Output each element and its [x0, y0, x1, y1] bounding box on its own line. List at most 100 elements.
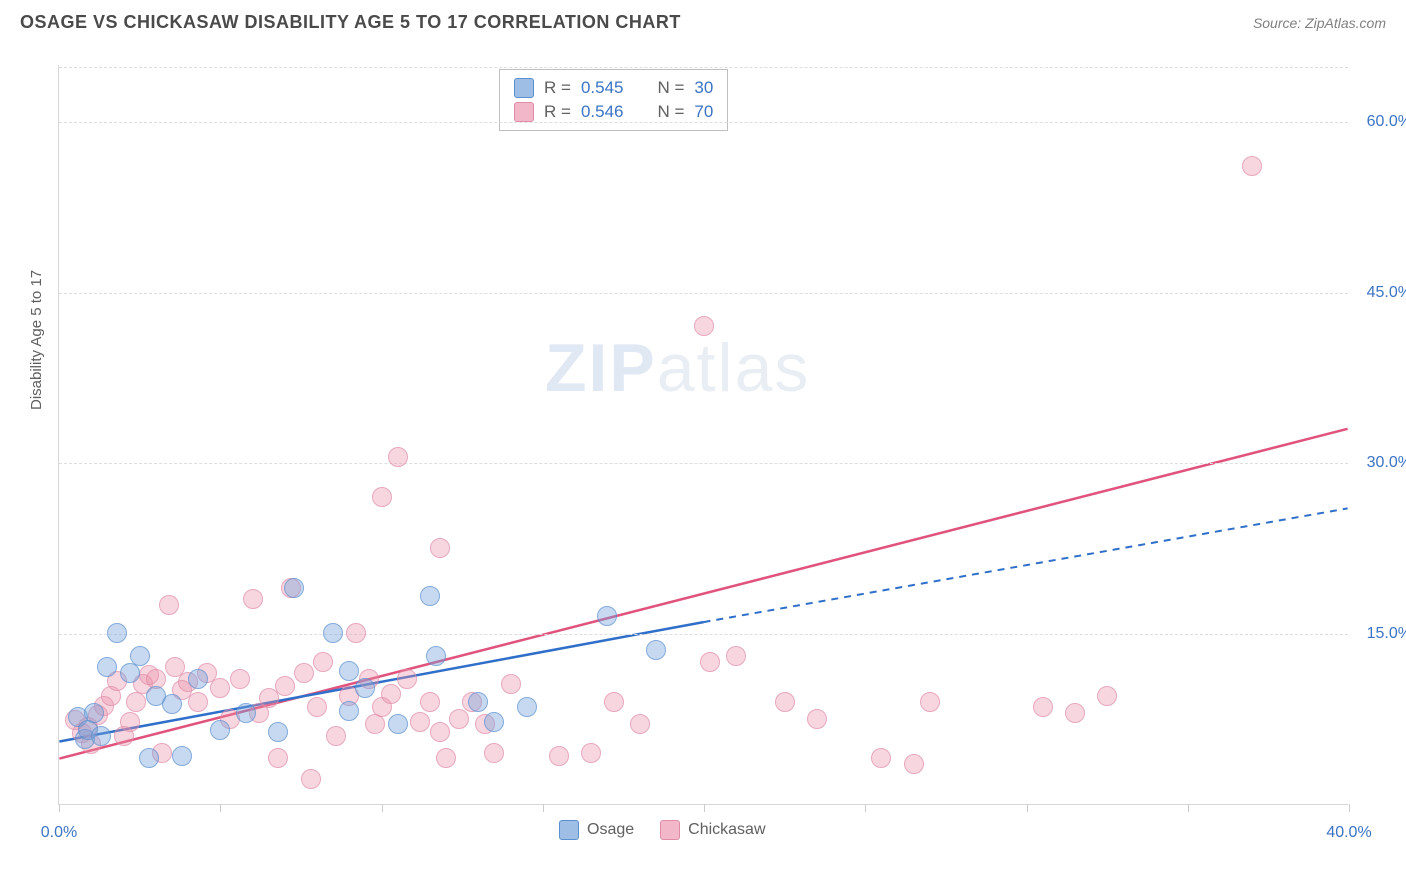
- data-point-chickasaw: [775, 692, 795, 712]
- x-tick: [382, 804, 383, 812]
- y-tick-label: 60.0%: [1367, 113, 1406, 131]
- data-point-chickasaw: [268, 748, 288, 768]
- data-point-chickasaw: [904, 754, 924, 774]
- data-point-chickasaw: [807, 709, 827, 729]
- legend-swatch: [660, 820, 680, 840]
- y-axis-label: Disability Age 5 to 17: [28, 270, 45, 410]
- data-point-chickasaw: [420, 692, 440, 712]
- legend-n-value: 30: [694, 78, 713, 98]
- plot-area: ZIPatlas R =0.545N =30R =0.546N =70 Osag…: [58, 65, 1348, 805]
- legend-n-label: N =: [657, 102, 684, 122]
- gridline: [59, 122, 1348, 123]
- legend-n-label: N =: [657, 78, 684, 98]
- source-label: Source: ZipAtlas.com: [1253, 15, 1386, 31]
- legend-item: Osage: [559, 820, 634, 840]
- x-tick: [220, 804, 221, 812]
- legend-series-label: Osage: [587, 821, 634, 839]
- data-point-chickasaw: [243, 589, 263, 609]
- x-tick-label: 0.0%: [41, 824, 77, 842]
- y-tick-label: 45.0%: [1367, 284, 1406, 302]
- legend-r-label: R =: [544, 78, 571, 98]
- data-point-osage: [236, 703, 256, 723]
- data-point-osage: [323, 623, 343, 643]
- data-point-osage: [210, 720, 230, 740]
- data-point-chickasaw: [449, 709, 469, 729]
- data-point-chickasaw: [381, 684, 401, 704]
- y-tick-label: 15.0%: [1367, 625, 1406, 643]
- x-tick: [1027, 804, 1028, 812]
- data-point-chickasaw: [410, 712, 430, 732]
- chart-title: OSAGE VS CHICKASAW DISABILITY AGE 5 TO 1…: [20, 12, 681, 33]
- data-point-chickasaw: [397, 669, 417, 689]
- data-point-chickasaw: [1065, 703, 1085, 723]
- data-point-osage: [284, 578, 304, 598]
- x-tick-label: 40.0%: [1326, 824, 1371, 842]
- data-point-osage: [172, 746, 192, 766]
- data-point-osage: [484, 712, 504, 732]
- data-point-chickasaw: [1097, 686, 1117, 706]
- data-point-chickasaw: [388, 447, 408, 467]
- legend-n-value: 70: [694, 102, 713, 122]
- data-point-chickasaw: [126, 692, 146, 712]
- data-point-chickasaw: [188, 692, 208, 712]
- legend-swatch: [559, 820, 579, 840]
- legend-swatch: [514, 78, 534, 98]
- data-point-osage: [420, 586, 440, 606]
- trend-line: [704, 508, 1348, 622]
- data-point-osage: [188, 669, 208, 689]
- legend-row: R = 0.545 N = 30: [514, 76, 713, 100]
- data-point-osage: [355, 678, 375, 698]
- data-point-chickasaw: [120, 712, 140, 732]
- data-point-chickasaw: [365, 714, 385, 734]
- x-tick: [1188, 804, 1189, 812]
- data-point-chickasaw: [230, 669, 250, 689]
- gridline: [59, 293, 1348, 294]
- data-point-osage: [91, 726, 111, 746]
- data-point-chickasaw: [630, 714, 650, 734]
- gridline: [59, 634, 1348, 635]
- legend-series: Osage Chickasaw: [559, 820, 766, 840]
- data-point-chickasaw: [501, 674, 521, 694]
- data-point-chickasaw: [871, 748, 891, 768]
- data-point-osage: [426, 646, 446, 666]
- data-point-osage: [84, 703, 104, 723]
- data-point-chickasaw: [294, 663, 314, 683]
- data-point-osage: [107, 623, 127, 643]
- data-point-chickasaw: [159, 595, 179, 615]
- data-point-chickasaw: [1033, 697, 1053, 717]
- data-point-osage: [130, 646, 150, 666]
- data-point-osage: [646, 640, 666, 660]
- legend-r-value: 0.546: [581, 102, 624, 122]
- legend-row: R =0.546N =70: [514, 100, 713, 124]
- x-tick: [704, 804, 705, 812]
- legend-swatch: [514, 102, 534, 122]
- data-point-chickasaw: [484, 743, 504, 763]
- gridline: [59, 67, 1348, 68]
- data-point-chickasaw: [372, 487, 392, 507]
- data-point-osage: [597, 606, 617, 626]
- data-point-osage: [268, 722, 288, 742]
- data-point-osage: [97, 657, 117, 677]
- data-point-chickasaw: [549, 746, 569, 766]
- data-point-osage: [468, 692, 488, 712]
- data-point-chickasaw: [313, 652, 333, 672]
- data-point-chickasaw: [581, 743, 601, 763]
- data-point-chickasaw: [430, 538, 450, 558]
- data-point-chickasaw: [307, 697, 327, 717]
- data-point-osage: [120, 663, 140, 683]
- data-point-chickasaw: [210, 678, 230, 698]
- x-tick: [543, 804, 544, 812]
- data-point-chickasaw: [726, 646, 746, 666]
- y-tick-label: 30.0%: [1367, 454, 1406, 472]
- data-point-chickasaw: [430, 722, 450, 742]
- data-point-chickasaw: [326, 726, 346, 746]
- data-point-chickasaw: [301, 769, 321, 789]
- x-tick: [59, 804, 60, 812]
- data-point-osage: [339, 701, 359, 721]
- legend-item: Chickasaw: [660, 820, 765, 840]
- data-point-osage: [339, 661, 359, 681]
- data-point-chickasaw: [920, 692, 940, 712]
- gridline: [59, 463, 1348, 464]
- legend-r-value: 0.545: [581, 78, 624, 98]
- data-point-chickasaw: [1242, 156, 1262, 176]
